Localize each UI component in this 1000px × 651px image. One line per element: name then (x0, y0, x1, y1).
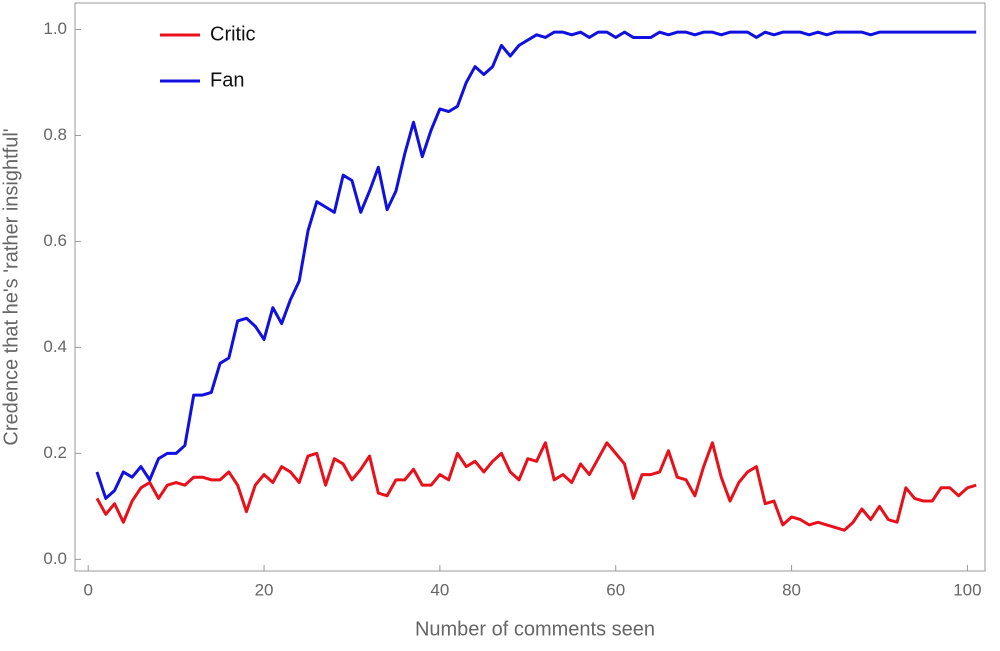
x-tick-label: 20 (255, 580, 274, 599)
data-line (95, 441, 977, 532)
y-tick-label: 1.0 (43, 19, 67, 38)
x-tick-label: 80 (782, 580, 801, 599)
y-tick-label: 0.2 (43, 443, 67, 462)
legend-label: Fan (210, 69, 244, 91)
data-line (95, 30, 977, 500)
y-tick-label: 0.8 (43, 125, 67, 144)
y-tick-label: 0.6 (43, 231, 67, 250)
x-tick-label: 60 (606, 580, 625, 599)
y-axis-label: Credence that he's 'rather insightful' (0, 128, 22, 445)
y-tick-label: 0.4 (43, 337, 67, 356)
plot-frame (74, 2, 986, 572)
x-tick-label: 100 (953, 580, 981, 599)
x-tick-label: 40 (430, 580, 449, 599)
legend-label: Critic (210, 23, 256, 45)
y-tick-label: 0.0 (43, 549, 67, 568)
x-axis-label: Number of comments seen (415, 618, 655, 640)
x-tick-label: 0 (83, 580, 92, 599)
